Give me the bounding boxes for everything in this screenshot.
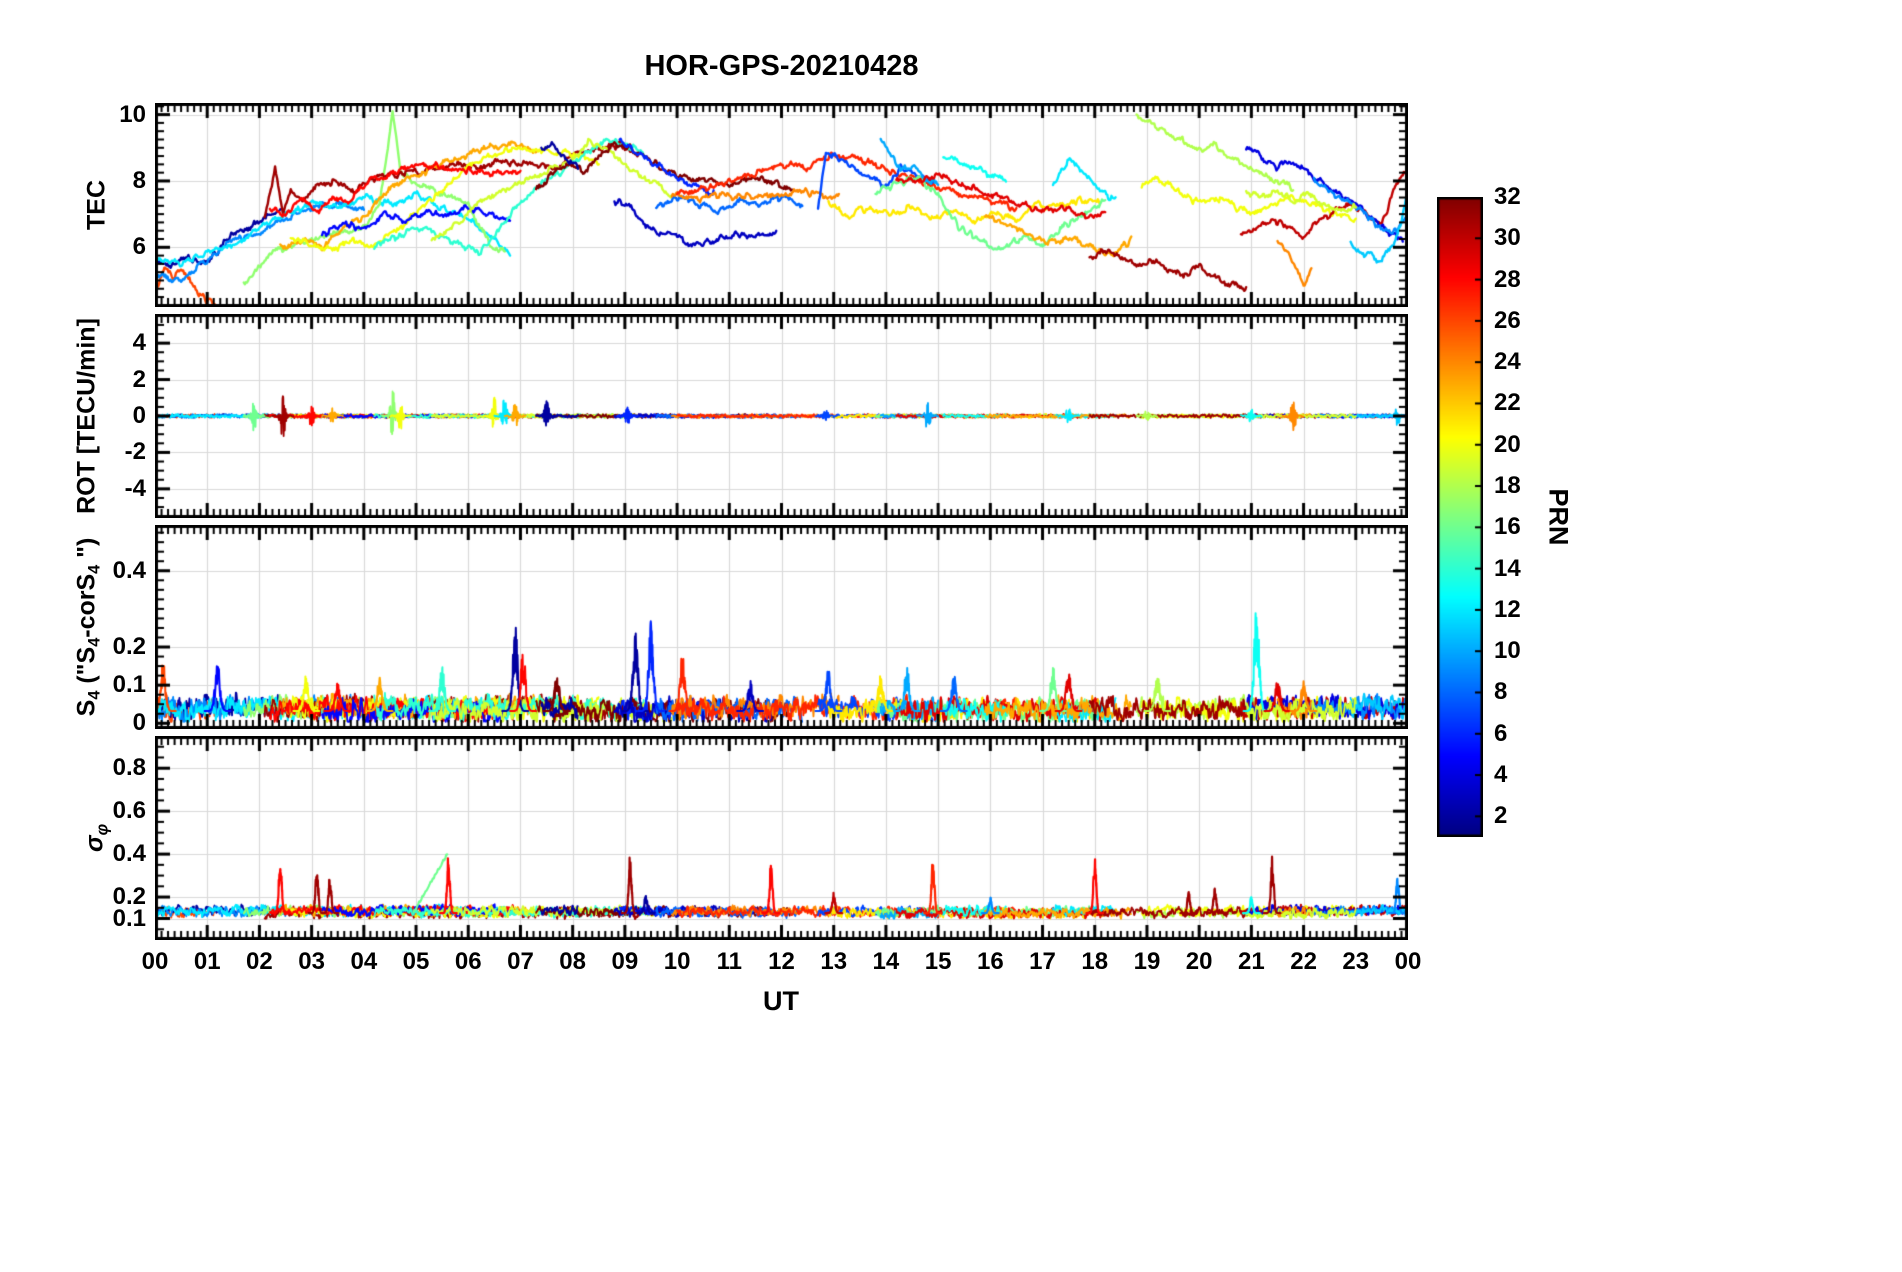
colorbar-tick-label: 6	[1494, 719, 1508, 747]
ylabel-part: 4	[85, 564, 104, 574]
y-tick-label: 0	[132, 709, 146, 737]
colorbar-tick-label: 32	[1494, 183, 1521, 210]
y-tick-label: 6	[132, 233, 146, 261]
x-tick-label: 05	[402, 948, 430, 975]
x-tick-label: 04	[350, 948, 378, 975]
y-tick-label: 2	[132, 365, 146, 393]
y-tick-label: 0.1	[112, 671, 146, 699]
y-tick-label: 4	[132, 329, 146, 357]
y-tick-label: 0.4	[112, 556, 146, 584]
y-tick-label: -2	[124, 438, 146, 466]
x-tick-label: 14	[872, 948, 900, 975]
xlabel-ut: UT	[763, 986, 799, 1016]
x-tick-label: 21	[1238, 948, 1265, 975]
x-tick-label: 10	[663, 948, 691, 975]
ylabel-part: S	[72, 699, 101, 717]
colorbar-tick-label: 2	[1494, 802, 1508, 830]
colorbar-tick-label: 22	[1494, 389, 1521, 417]
ylabel-part: σ	[80, 835, 109, 853]
x-tick-label: 16	[976, 948, 1004, 975]
x-tick-label: 00	[1394, 948, 1422, 975]
x-tick-label: 12	[768, 948, 795, 975]
colorbar-label-prn: PRN	[1543, 488, 1574, 546]
colorbar-tick-label: 30	[1494, 224, 1521, 252]
y-tick-label: 10	[119, 100, 146, 128]
ylabel-rot: ROT [TECU/min]	[73, 318, 102, 514]
colorbar-tick-label: 12	[1494, 595, 1521, 623]
y-tick-label: 0.2	[112, 883, 146, 911]
x-tick-label: 08	[559, 948, 587, 975]
x-tick-label: 03	[298, 948, 325, 975]
y-tick-label: 8	[132, 166, 146, 194]
colorbar-tick-label: 24	[1494, 348, 1521, 376]
x-tick-label: 02	[246, 948, 273, 975]
x-tick-label: 17	[1029, 948, 1056, 975]
ylabel-part: ")	[72, 537, 101, 565]
x-tick-label: 20	[1185, 948, 1213, 975]
panel-sigma-phi	[155, 736, 1408, 940]
colorbar-tick-label: 26	[1494, 306, 1521, 334]
x-tick-label: 09	[611, 948, 639, 975]
y-tick-label: 0	[132, 402, 146, 429]
ylabel-part: ("S	[72, 646, 101, 691]
colorbar-gradient-canvas	[1437, 197, 1483, 837]
y-tick-label: 0.4	[112, 840, 146, 868]
x-tick-label: 11	[716, 948, 742, 975]
y-tick-label: 0.2	[112, 633, 146, 661]
ylabel-part: 4	[85, 637, 104, 647]
panel-s4	[155, 525, 1408, 729]
colorbar-tick-label: 18	[1494, 472, 1521, 500]
ylabel-part: ROT [TECU/min]	[72, 318, 101, 514]
ylabel-part: 4	[85, 690, 104, 700]
panel-tec	[155, 103, 1408, 307]
y-tick-label: 0.6	[112, 797, 146, 825]
s4-plot-canvas	[155, 525, 1408, 729]
colorbar	[1437, 197, 1483, 842]
rot-plot-canvas	[155, 314, 1408, 518]
panel-rot	[155, 314, 1408, 518]
x-tick-label: 15	[924, 948, 952, 975]
x-tick-label: 22	[1290, 948, 1317, 975]
chart-title: HOR-GPS-20210428	[644, 50, 919, 82]
x-tick-label: 13	[820, 948, 848, 975]
colorbar-tick-label: 28	[1494, 265, 1521, 293]
ylabel-part: TEC	[82, 180, 111, 230]
x-tick-label: 23	[1342, 948, 1370, 975]
y-tick-label: 0.8	[112, 754, 146, 782]
ylabel-part: -corS	[72, 573, 101, 638]
ylabel-sigma-phi: σφ	[80, 823, 112, 853]
colorbar-tick-label: 14	[1494, 554, 1521, 582]
x-tick-label: 18	[1081, 948, 1109, 975]
x-tick-label: 00	[141, 948, 169, 975]
x-tick-label: 06	[454, 948, 482, 975]
colorbar-tick-label: 10	[1494, 637, 1521, 665]
colorbar-tick-label: 8	[1494, 678, 1508, 706]
ylabel-s4: S4 ("S4-corS4 ")	[72, 537, 104, 717]
ylabel-tec: TEC	[83, 180, 112, 230]
ylabel-part: φ	[93, 823, 112, 836]
y-tick-label: 0.1	[112, 904, 146, 932]
x-tick-label: 07	[507, 948, 534, 975]
x-tick-label: 19	[1133, 948, 1161, 975]
x-tick-label: 01	[193, 948, 221, 975]
colorbar-tick-label: 20	[1494, 430, 1521, 458]
sigma-phi-plot-canvas	[155, 736, 1408, 940]
colorbar-tick-label: 4	[1494, 761, 1508, 789]
y-tick-label: -4	[124, 474, 146, 502]
colorbar-tick-label: 16	[1494, 513, 1521, 541]
tec-plot-canvas	[155, 103, 1408, 307]
